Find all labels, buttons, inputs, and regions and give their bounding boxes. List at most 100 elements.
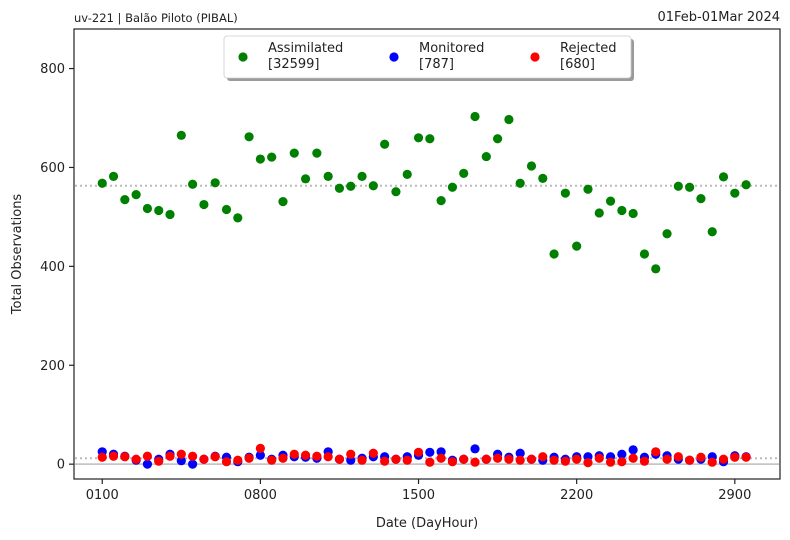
assimilated-point <box>436 195 446 206</box>
rejected-point <box>312 451 322 461</box>
rejected-point <box>459 454 469 464</box>
rejected-point <box>707 457 717 467</box>
assimilated-point <box>255 154 265 164</box>
assimilated-point <box>289 148 299 158</box>
x-tick-label: 0800 <box>244 488 277 503</box>
rejected-point <box>481 454 491 464</box>
assimilated-point <box>662 229 672 239</box>
assimilated-point <box>594 208 604 218</box>
x-tick-label: 1500 <box>402 488 435 503</box>
rejected-point <box>300 450 311 460</box>
rejected-point <box>154 456 164 466</box>
assimilated-point <box>425 134 435 144</box>
assimilated-point <box>97 178 107 188</box>
assimilated-point <box>696 194 706 204</box>
monitored-point <box>425 447 435 457</box>
assimilated-point <box>707 227 717 237</box>
assimilated-point <box>142 203 153 214</box>
assimilated-point <box>131 190 141 200</box>
legend-label-assimilated: Assimilated <box>268 41 343 56</box>
reference-lines <box>75 184 779 465</box>
assimilated-point <box>402 169 412 179</box>
assimilated-point <box>504 114 514 125</box>
rejected-point <box>368 448 378 458</box>
monitored-point <box>470 444 480 454</box>
assimilated-point <box>108 171 119 181</box>
rejected-point <box>718 454 729 464</box>
assimilated-point <box>380 139 390 149</box>
assimilated-point <box>605 196 616 206</box>
y-tick-label: 0 <box>57 458 65 473</box>
legend-box <box>223 35 632 79</box>
rejected-point <box>617 457 627 467</box>
assimilated-point <box>233 213 243 223</box>
monitored-point <box>255 450 265 460</box>
rejected-point <box>131 454 141 464</box>
monitored-point <box>188 459 198 469</box>
rejected-point <box>210 452 220 462</box>
rejected-point <box>334 454 345 464</box>
rejected-point <box>730 452 740 462</box>
rejected-point <box>447 457 458 467</box>
rejected-point <box>402 455 412 465</box>
rejected-point <box>267 455 277 465</box>
rejected-point <box>188 451 198 461</box>
data-points <box>97 111 751 469</box>
rejected-point <box>673 452 683 462</box>
rejected-point <box>515 455 525 465</box>
rejected-point <box>572 454 582 464</box>
rejected-point <box>221 457 232 467</box>
rejected-point <box>391 454 401 464</box>
assimilated-point <box>639 249 650 259</box>
assimilated-point <box>572 241 582 251</box>
assimilated-point <box>312 148 322 158</box>
assimilated-point <box>188 179 198 189</box>
assimilated-point <box>718 172 729 182</box>
legend-marker-monitored <box>389 52 399 62</box>
x-tick-label: 2900 <box>718 488 751 503</box>
rejected-point <box>685 455 695 465</box>
assimilated-point <box>673 181 683 191</box>
assimilated-point <box>413 133 424 143</box>
assimilated-point <box>300 174 311 184</box>
legend-count-assimilated: [32599] <box>268 57 320 72</box>
monitored-point <box>617 449 627 459</box>
assimilated-point <box>244 132 254 142</box>
rejected-point <box>538 452 548 462</box>
monitored-point <box>142 459 153 469</box>
y-axis: 0 200 400 600 800 <box>40 62 74 473</box>
monitored-point <box>176 456 186 466</box>
rejected-point <box>549 455 559 465</box>
assimilated-point <box>538 173 548 183</box>
rejected-point <box>97 452 107 462</box>
x-axis: 0100 0800 1500 2200 2900 <box>86 479 751 503</box>
rejected-point <box>357 455 367 465</box>
y-tick-label: 400 <box>40 260 65 275</box>
assimilated-point <box>583 184 593 194</box>
x-tick-label: 0100 <box>86 488 119 503</box>
rejected-point <box>425 457 435 467</box>
rejected-point <box>560 456 570 466</box>
rejected-point <box>594 453 604 463</box>
assimilated-point <box>730 188 740 198</box>
assimilated-point <box>221 204 232 215</box>
assimilated-point <box>391 187 401 197</box>
x-axis-label: Date (DayHour) <box>376 516 478 531</box>
assimilated-point <box>368 181 378 191</box>
header-left: uv-221 | Balão Piloto (PIBAL) <box>74 11 238 25</box>
assimilated-point <box>447 182 458 192</box>
rejected-point <box>199 454 209 464</box>
rejected-point <box>413 447 424 457</box>
rejected-point <box>323 452 333 462</box>
assimilated-point <box>165 209 175 220</box>
assimilated-point <box>176 130 186 140</box>
monitored-point <box>515 448 525 458</box>
assimilated-point <box>334 183 345 193</box>
assimilated-point <box>323 171 333 181</box>
rejected-point <box>380 456 390 466</box>
rejected-point <box>504 454 514 464</box>
assimilated-point <box>199 199 209 210</box>
rejected-point <box>662 454 672 464</box>
rejected-point <box>255 443 265 453</box>
